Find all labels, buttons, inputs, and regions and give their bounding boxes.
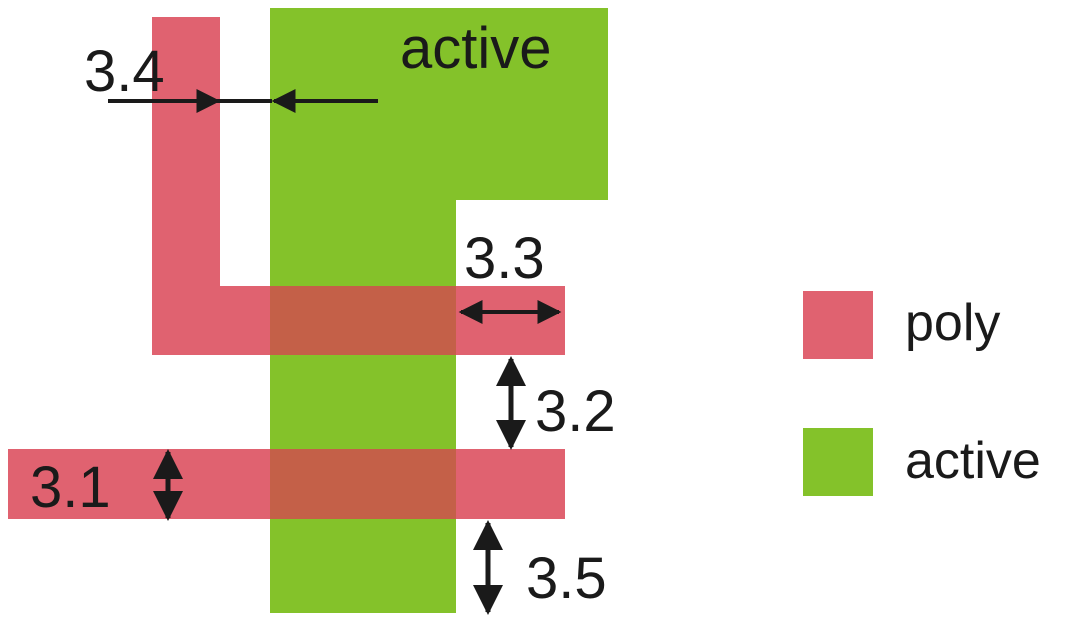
rule-3-5-label: 3.5 [526,546,607,611]
legend: poly active [803,291,1041,496]
legend-label-poly: poly [905,294,1000,352]
overlap-upper [270,286,456,355]
rule-3-2-label: 3.2 [535,379,616,444]
legend-label-active: active [905,432,1041,490]
rule-3-1-label: 3.1 [30,455,111,520]
rule-3-3-label: 3.3 [464,226,545,291]
rule-3-4-label: 3.4 [84,39,165,104]
overlap-lower [270,449,456,519]
active-region-label: active [400,16,552,81]
legend-swatch-active [803,428,873,496]
legend-swatch-poly [803,291,873,359]
